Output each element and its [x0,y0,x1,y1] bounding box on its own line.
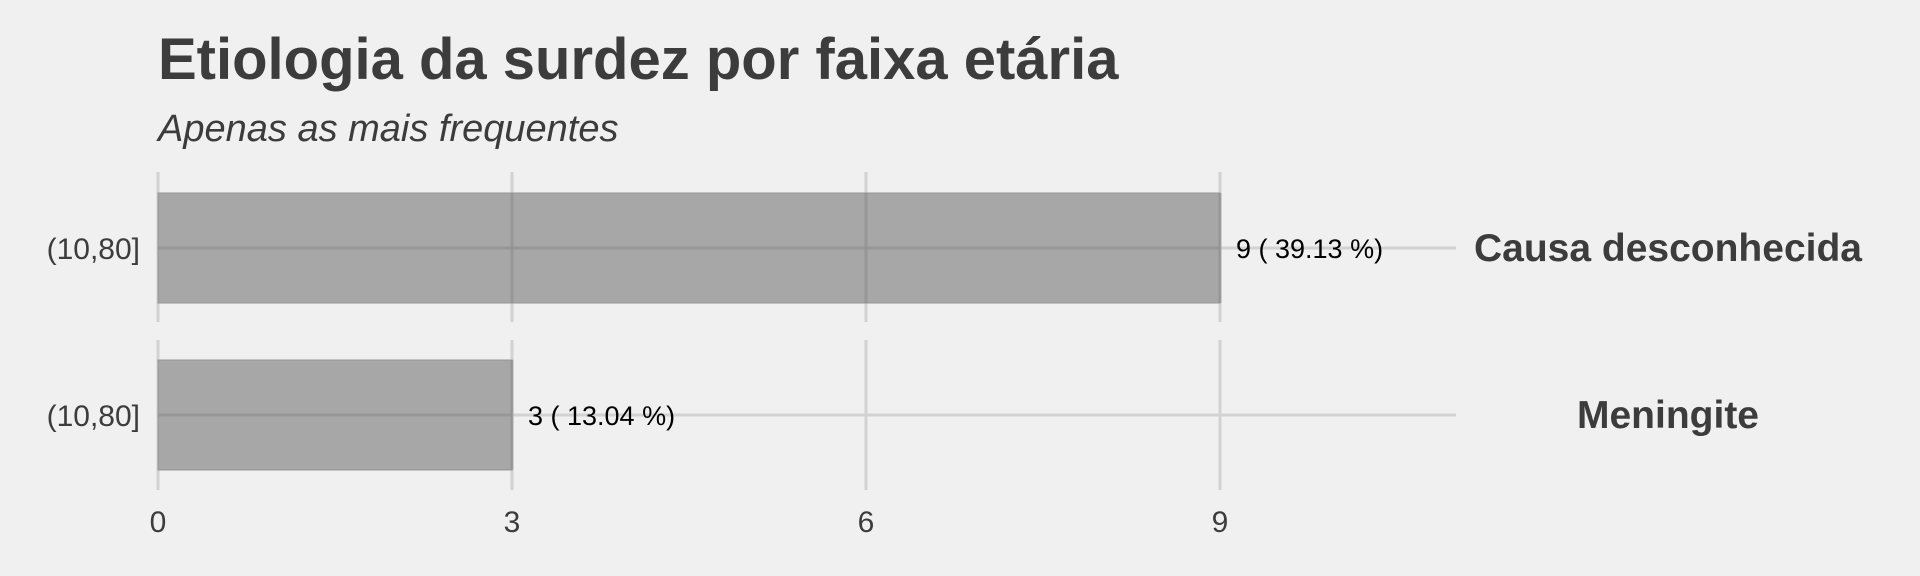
label-layer: (10,80] 9 ( 39.13 %) Causa desconhecida (10… [47,227,1863,539]
bar-layer [157,192,1222,471]
x-tick-label: 9 [1212,506,1229,539]
category-label: (10,80] [47,233,140,266]
facet-label: Causa desconhecida [1474,227,1862,270]
x-tick-label: 0 [150,506,167,539]
x-tick-label: 6 [858,506,875,539]
category-label: (10,80] [47,400,140,433]
chart-title: Etiologia da surdez por faixa etária [158,27,1119,92]
chart-subtitle: Apenas as mais frequentes [158,108,619,150]
value-label: 3 ( 13.04 %) [528,401,675,431]
x-tick-label: 3 [504,506,521,539]
facet-label: Meningite [1577,394,1759,437]
value-label: 9 ( 39.13 %) [1236,234,1383,264]
